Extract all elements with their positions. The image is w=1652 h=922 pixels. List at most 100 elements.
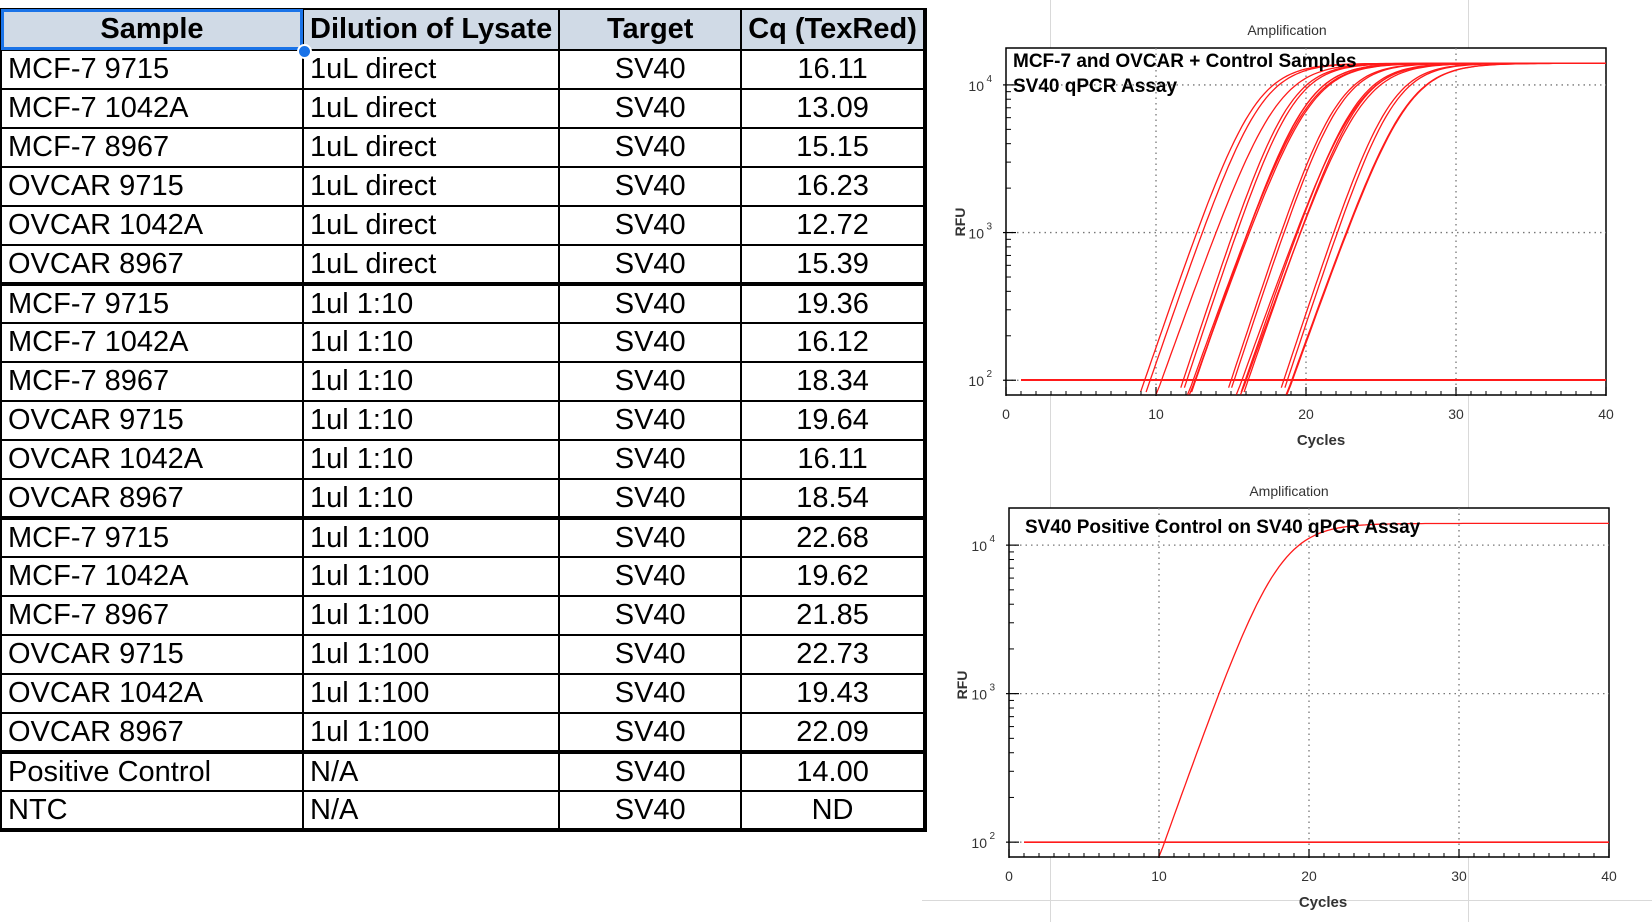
axis-ticks	[1006, 544, 1610, 858]
cell-cq[interactable]: 16.11	[740, 49, 927, 90]
cell-dilution[interactable]: 1ul 1:100	[301, 712, 561, 753]
sheet-gridline	[1468, 0, 1469, 922]
cell-sample[interactable]: MCF-7 1042A	[0, 322, 304, 363]
cell-cq[interactable]: 19.43	[740, 673, 927, 714]
cell-target[interactable]: SV40	[558, 556, 743, 597]
cell-sample[interactable]: OVCAR 1042A	[0, 439, 304, 480]
cell-cq[interactable]: 22.68	[740, 516, 927, 558]
cell-target[interactable]: SV40	[558, 634, 743, 675]
cell-dilution[interactable]: 1ul 1:100	[301, 516, 561, 558]
chart-annotation-line-2: SV40 qPCR Assay	[1013, 76, 1177, 97]
cell-sample[interactable]: OVCAR 9715	[0, 634, 304, 675]
cell-sample[interactable]: OVCAR 1042A	[0, 205, 304, 246]
cell-cq[interactable]: ND	[740, 790, 927, 832]
cell-cq[interactable]: 13.09	[740, 88, 927, 129]
cell-dilution[interactable]: 1uL direct	[301, 205, 561, 246]
column-header-dilution[interactable]: Dilution of Lysate	[301, 8, 561, 51]
cell-sample[interactable]: MCF-7 8967	[0, 361, 304, 402]
cell-sample[interactable]: MCF-7 1042A	[0, 556, 304, 597]
column-header-target[interactable]: Target	[558, 8, 743, 51]
cell-cq[interactable]: 18.34	[740, 361, 927, 402]
table-row: OVCAR 9715 1uL direct SV40 16.23	[0, 166, 927, 207]
cell-sample[interactable]: MCF-7 9715	[0, 516, 304, 558]
cell-dilution[interactable]: 1ul 1:100	[301, 673, 561, 714]
cell-cq[interactable]: 16.12	[740, 322, 927, 363]
cell-sample[interactable]: Positive Control	[0, 750, 304, 792]
cell-sample[interactable]: MCF-7 8967	[0, 595, 304, 636]
cell-target[interactable]: SV40	[558, 439, 743, 480]
sheet-gridline	[1050, 0, 1051, 922]
cell-target[interactable]: SV40	[558, 282, 743, 324]
cell-sample[interactable]: MCF-7 1042A	[0, 88, 304, 129]
cell-dilution[interactable]: N/A	[301, 750, 561, 792]
cell-target[interactable]: SV40	[558, 516, 743, 558]
cell-dilution[interactable]: 1ul 1:10	[301, 400, 561, 441]
selection-fill-handle[interactable]	[297, 44, 312, 59]
cell-cq[interactable]: 14.00	[740, 750, 927, 792]
cell-dilution[interactable]: 1uL direct	[301, 127, 561, 168]
cell-sample[interactable]: OVCAR 9715	[0, 400, 304, 441]
chart-title: Amplification	[1247, 22, 1326, 38]
cell-target[interactable]: SV40	[558, 244, 743, 285]
cell-target[interactable]: SV40	[558, 127, 743, 168]
cell-dilution[interactable]: 1uL direct	[301, 244, 561, 285]
column-header-cq[interactable]: Cq (TexRed)	[740, 8, 927, 51]
table-row: OVCAR 8967 1uL direct SV40 15.39	[0, 244, 927, 285]
cell-dilution[interactable]: 1ul 1:100	[301, 634, 561, 675]
table-row: MCF-7 8967 1ul 1:10 SV40 18.34	[0, 361, 927, 402]
cell-sample[interactable]: MCF-7 9715	[0, 49, 304, 90]
cell-cq[interactable]: 19.62	[740, 556, 927, 597]
cell-dilution[interactable]: 1ul 1:10	[301, 282, 561, 324]
cell-target[interactable]: SV40	[558, 49, 743, 90]
cell-sample[interactable]: OVCAR 1042A	[0, 673, 304, 714]
cell-cq[interactable]: 19.64	[740, 400, 927, 441]
x-tick-label: 30	[1448, 406, 1464, 422]
cell-sample[interactable]: MCF-7 8967	[0, 127, 304, 168]
cell-dilution[interactable]: N/A	[301, 790, 561, 832]
cell-target[interactable]: SV40	[558, 88, 743, 129]
cell-sample[interactable]: MCF-7 9715	[0, 282, 304, 324]
cell-cq[interactable]: 16.23	[740, 166, 927, 207]
cell-cq[interactable]: 22.73	[740, 634, 927, 675]
cell-dilution[interactable]: 1ul 1:10	[301, 439, 561, 480]
cell-dilution[interactable]: 1ul 1:100	[301, 595, 561, 636]
cell-target[interactable]: SV40	[558, 205, 743, 246]
cell-dilution[interactable]: 1uL direct	[301, 88, 561, 129]
chart-annotation-line-1: MCF-7 and OVCAR + Control Samples	[1013, 51, 1357, 72]
cell-target[interactable]: SV40	[558, 478, 743, 519]
cell-cq[interactable]: 18.54	[740, 478, 927, 519]
cell-target[interactable]: SV40	[558, 790, 743, 832]
cell-target[interactable]: SV40	[558, 361, 743, 402]
cell-cq[interactable]: 16.11	[740, 439, 927, 480]
cell-dilution[interactable]: 1ul 1:100	[301, 556, 561, 597]
cell-dilution[interactable]: 1uL direct	[301, 166, 561, 207]
cell-dilution[interactable]: 1uL direct	[301, 49, 561, 90]
cell-cq[interactable]: 21.85	[740, 595, 927, 636]
cell-sample[interactable]: OVCAR 9715	[0, 166, 304, 207]
cell-sample[interactable]: OVCAR 8967	[0, 712, 304, 753]
cell-cq[interactable]: 22.09	[740, 712, 927, 753]
cell-cq[interactable]: 12.72	[740, 205, 927, 246]
cell-cq[interactable]: 15.15	[740, 127, 927, 168]
table-row: OVCAR 9715 1ul 1:100 SV40 22.73	[0, 634, 927, 675]
cell-sample[interactable]: OVCAR 8967	[0, 244, 304, 285]
cell-target[interactable]: SV40	[558, 166, 743, 207]
cell-dilution[interactable]: 1ul 1:10	[301, 478, 561, 519]
cell-sample[interactable]: OVCAR 8967	[0, 478, 304, 519]
cell-target[interactable]: SV40	[558, 400, 743, 441]
cell-target[interactable]: SV40	[558, 712, 743, 753]
cell-target[interactable]: SV40	[558, 750, 743, 792]
y-tick-label: 10	[971, 538, 987, 554]
cell-cq[interactable]: 15.39	[740, 244, 927, 285]
cell-target[interactable]: SV40	[558, 673, 743, 714]
cell-dilution[interactable]: 1ul 1:10	[301, 322, 561, 363]
cell-target[interactable]: SV40	[558, 595, 743, 636]
cell-dilution[interactable]: 1ul 1:10	[301, 361, 561, 402]
cell-cq[interactable]: 19.36	[740, 282, 927, 324]
table-row: MCF-7 9715 1ul 1:100 SV40 22.68	[0, 516, 927, 558]
cell-sample[interactable]: NTC	[0, 790, 304, 832]
column-header-sample[interactable]: Sample	[0, 8, 304, 51]
cell-target[interactable]: SV40	[558, 322, 743, 363]
